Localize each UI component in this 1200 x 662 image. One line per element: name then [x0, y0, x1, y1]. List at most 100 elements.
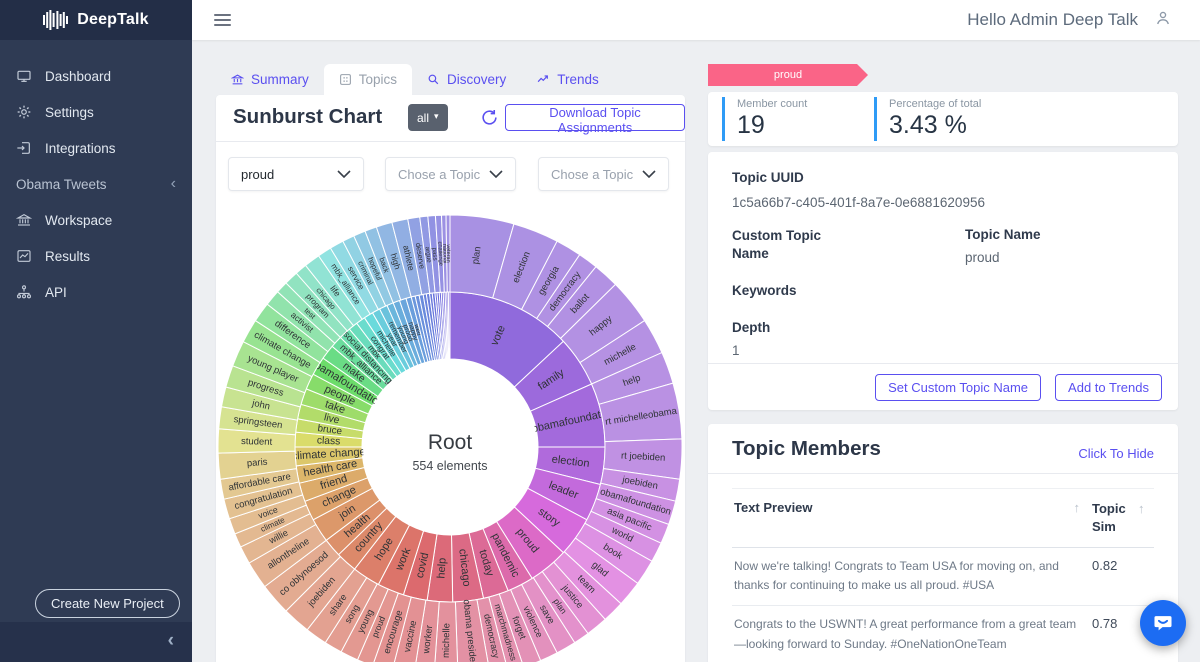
topic-name-value: proud	[965, 250, 1000, 265]
chat-launcher-button[interactable]	[1140, 600, 1186, 646]
sunburst-label: rt joebiden	[621, 450, 666, 463]
click-to-hide-link[interactable]: Click To Hide	[1078, 446, 1154, 461]
chart-icon	[17, 250, 31, 262]
sunburst-label: wed	[412, 322, 422, 336]
sunburst-label: high	[389, 252, 403, 271]
sunburst-card-header: Sunburst Chart all ▾ Download Topic Assi…	[216, 95, 685, 142]
sidebar-nav: Dashboard Settings Integrations Obama Tw…	[0, 40, 192, 310]
tab-topics[interactable]: Topics	[323, 64, 413, 95]
sunburst-label: class	[317, 435, 341, 447]
sunburst-label: worker	[421, 625, 435, 656]
sunburst-segment[interactable]	[447, 291, 451, 360]
topic-details-card: Topic UUID 1c5a66b7-c405-401f-8a7e-0e688…	[708, 152, 1178, 410]
topic-members-card: Topic Members Click To Hide Text Preview…	[708, 424, 1178, 662]
user-icon[interactable]	[1154, 9, 1172, 32]
sidebar-item-label: Integrations	[45, 140, 116, 156]
filter-dropdown-button[interactable]: all ▾	[408, 104, 448, 131]
topic-uuid-value: 1c5a66b7-c405-401f-8a7e-0e6881620956	[732, 195, 985, 210]
bank-icon	[16, 214, 32, 226]
sidebar-item-label: Workspace	[45, 212, 113, 228]
chevron-left-icon[interactable]: ‹	[170, 175, 176, 192]
column-text-preview: Text Preview	[734, 500, 813, 515]
sidebar-item-api[interactable]: API	[0, 274, 192, 310]
collapse-sidebar-icon[interactable]: ‹	[167, 630, 174, 651]
sunburst-segment[interactable]	[445, 215, 451, 293]
sidebar-section-obama-tweets[interactable]: Obama Tweets ‹	[0, 166, 192, 202]
sunburst-card: Sunburst Chart all ▾ Download Topic Assi…	[216, 95, 685, 662]
sunburst-label: climate change	[291, 446, 366, 462]
sort-asc-icon[interactable]: ↑	[1138, 501, 1145, 516]
divider	[708, 473, 1178, 474]
page-title: Sunburst Chart	[233, 105, 383, 128]
sunburst-label: bruce	[317, 423, 343, 437]
table-row[interactable]: Now we're talking! Congrats to Team USA …	[732, 548, 1154, 607]
topic-select-3[interactable]: Chose a Topic	[538, 157, 669, 191]
table-row[interactable]: Congrats to the USWNT! A great performan…	[732, 606, 1154, 662]
sidebar-section-label: Obama Tweets	[16, 176, 107, 192]
refresh-icon[interactable]	[480, 108, 499, 132]
sunburst-label: pass	[430, 247, 438, 261]
sunburst-label: election	[551, 453, 590, 470]
bank-icon	[231, 74, 244, 85]
member-text: Now we're talking! Congrats to Team USA …	[734, 559, 1059, 593]
tab-label: Discovery	[447, 72, 507, 87]
topic-stats-card: Member count 19 Percentage of total 3.43…	[708, 92, 1178, 146]
sunburst-label: plan	[470, 246, 483, 265]
sidebar-item-integrations[interactable]: Integrations	[0, 130, 192, 166]
sidebar-item-settings[interactable]: Settings	[0, 94, 192, 130]
chat-icon	[1154, 616, 1172, 631]
monitor-icon	[17, 70, 31, 82]
sunburst-label: help	[435, 557, 448, 579]
keywords-label: Keywords	[732, 283, 797, 298]
hamburger-menu-icon[interactable]	[214, 11, 231, 29]
topic-dropdown-row: proud Chose a Topic Chose a Topic	[216, 157, 685, 191]
member-count-value: 19	[737, 111, 765, 139]
top-bar: Hello Admin Deep Talk	[192, 0, 1200, 40]
sidebar: DeepTalk Dashboard Settings Integ	[0, 0, 192, 662]
download-topic-assignments-button[interactable]: Download Topic Assignments	[505, 104, 685, 135]
topic-select-1[interactable]: proud	[228, 157, 364, 191]
sunburst-label: chicago	[456, 548, 472, 587]
tab-discovery[interactable]: Discovery	[412, 64, 521, 95]
percentage-stat: Percentage of total 3.43 %	[874, 97, 981, 141]
logo-text: DeepTalk	[77, 11, 149, 28]
sitemap-icon	[16, 285, 32, 299]
depth-label: Depth	[732, 320, 771, 335]
sidebar-item-label: API	[45, 284, 67, 300]
member-text: Congrats to the USWNT! A great performan…	[734, 617, 1077, 651]
sidebar-item-results[interactable]: Results	[0, 238, 192, 274]
sort-asc-icon[interactable]: ↑	[1073, 500, 1081, 515]
sidebar-item-label: Dashboard	[45, 68, 112, 84]
sidebar-item-label: Settings	[45, 104, 94, 120]
custom-topic-name-label: Custom Topic Name	[732, 228, 821, 262]
sunburst-center	[363, 360, 537, 534]
search-icon	[428, 74, 439, 85]
sidebar-item-label: Results	[45, 248, 91, 264]
sunburst-label: covid	[414, 552, 431, 580]
tab-trends[interactable]: Trends	[521, 64, 614, 95]
topic-select-2[interactable]: Chose a Topic	[385, 157, 516, 191]
sunburst-label: veteran	[445, 244, 451, 262]
sidebar-item-workspace[interactable]: Workspace	[0, 202, 192, 238]
tab-label: Trends	[557, 72, 599, 87]
sunburst-label: argue	[424, 246, 433, 263]
set-custom-topic-name-button[interactable]: Set Custom Topic Name	[875, 373, 1042, 401]
topic-uuid-label: Topic UUID	[732, 170, 804, 185]
tab-summary[interactable]: Summary	[216, 64, 324, 95]
sidebar-item-dashboard[interactable]: Dashboard	[0, 58, 192, 94]
topic-details-footer: Set Custom Topic Name Add to Trends	[708, 363, 1178, 410]
create-new-project-button[interactable]: Create New Project	[35, 589, 180, 618]
tab-bar: Summary Topics Discovery Trends	[216, 64, 614, 95]
caret-down-icon: ▾	[434, 111, 439, 121]
topic-name-label: Topic Name	[965, 227, 1041, 242]
trend-line-icon	[537, 75, 549, 83]
chevron-down-icon	[337, 170, 351, 178]
member-count-stat: Member count 19	[722, 97, 874, 141]
logo[interactable]: DeepTalk	[0, 0, 192, 40]
tab-label: Summary	[251, 72, 309, 87]
import-box-icon	[17, 142, 30, 154]
topic-members-title: Topic Members	[732, 437, 881, 460]
add-to-trends-button[interactable]: Add to Trends	[1055, 373, 1162, 401]
